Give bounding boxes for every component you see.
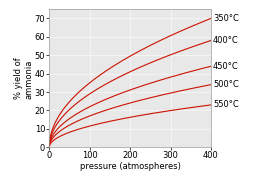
Text: 550°C: 550°C bbox=[213, 100, 239, 109]
X-axis label: pressure (atmospheres): pressure (atmospheres) bbox=[80, 162, 181, 171]
Text: 400°C: 400°C bbox=[213, 36, 239, 45]
Text: 350°C: 350°C bbox=[213, 14, 239, 23]
Y-axis label: % yield of
ammonia: % yield of ammonia bbox=[14, 57, 33, 99]
Text: 500°C: 500°C bbox=[213, 80, 239, 89]
Text: 450°C: 450°C bbox=[213, 62, 239, 71]
